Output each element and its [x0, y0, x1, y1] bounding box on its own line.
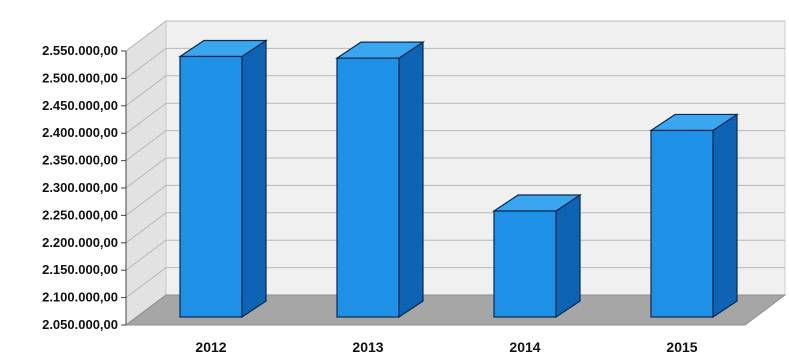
gridline: [125, 130, 785, 162]
y-tick-label: 2.350.000,00: [42, 153, 118, 168]
y-tick-label: 2.100.000,00: [42, 290, 118, 305]
gridline: [125, 47, 785, 79]
y-tick-label: 2.300.000,00: [42, 180, 118, 195]
bar-2014: [492, 193, 582, 319]
bar-2015: [649, 113, 739, 319]
bar-front: [493, 210, 557, 318]
y-tick-label: 2.050.000,00: [42, 317, 118, 332]
x-tick-label-2012: 2012: [195, 339, 226, 355]
y-tick-label: 2.400.000,00: [42, 125, 118, 140]
bar-side: [555, 193, 581, 319]
gridline: [125, 157, 785, 189]
y-tick-label: 2.150.000,00: [42, 262, 118, 277]
bar-front: [650, 129, 714, 318]
gridline: [125, 102, 785, 134]
bar-side: [241, 39, 267, 319]
x-tick-label-2014: 2014: [509, 339, 540, 355]
gridline: [125, 75, 785, 107]
bar-side: [398, 41, 424, 319]
y-tick-label: 2.550.000,00: [42, 43, 118, 58]
bars: [178, 39, 739, 319]
bar-front: [336, 57, 400, 318]
x-tick-label-2015: 2015: [666, 339, 697, 355]
bar-side: [712, 113, 738, 319]
gridline: [125, 184, 785, 216]
y-tick-label: 2.500.000,00: [42, 70, 118, 85]
x-tick-label-2013: 2013: [352, 339, 383, 355]
x-axis-ticks: 2012 2013 2014 2015: [195, 339, 697, 355]
bar-front: [179, 55, 243, 318]
bar-2012: [178, 39, 268, 319]
chart-floor: [124, 294, 787, 326]
y-tick-label: 2.450.000,00: [42, 98, 118, 113]
y-axis-ticks: 2.050.000,00 2.100.000,00 2.150.000,00 2.20…: [42, 43, 127, 332]
floor: [124, 294, 787, 326]
y-tick-label: 2.200.000,00: [42, 235, 118, 250]
bar-2013: [335, 41, 425, 319]
gridline: [125, 20, 785, 52]
y-tick-label: 2.250.000,00: [42, 207, 118, 222]
